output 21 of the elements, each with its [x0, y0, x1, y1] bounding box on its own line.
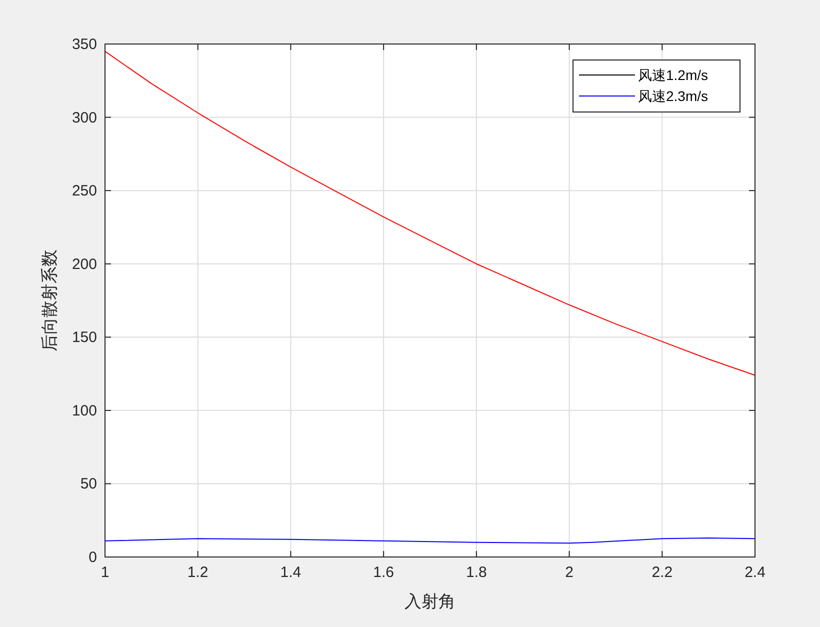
y-tick-label: 50: [80, 476, 97, 493]
y-tick-label: 150: [72, 329, 97, 346]
y-tick-label: 0: [88, 549, 97, 566]
legend-label: 风速2.3m/s: [638, 88, 708, 104]
line-series: [104, 50, 756, 376]
y-tick-label: 200: [72, 256, 97, 273]
x-tick-label: 2: [565, 564, 574, 581]
x-tick-label: 1.6: [373, 564, 394, 581]
y-tick-label: 350: [72, 36, 97, 53]
x-tick-label: 1: [100, 564, 110, 581]
y-tick-label: 100: [72, 402, 97, 420]
y-axis-title: 后向散射系数: [40, 250, 59, 352]
y-tick-label: 250: [72, 182, 97, 200]
x-tick-label: 2.2: [652, 564, 673, 581]
x-tick-label: 1.2: [187, 564, 208, 581]
y-tick-label: 300: [72, 109, 97, 126]
x-axis-title: 入射角: [404, 592, 456, 611]
x-tick-label: 1.8: [466, 564, 487, 581]
x-tick-label: 1.4: [280, 564, 302, 581]
legend-label: 风速1.2m/s: [638, 67, 708, 83]
x-tick-label: 2.4: [744, 564, 766, 581]
